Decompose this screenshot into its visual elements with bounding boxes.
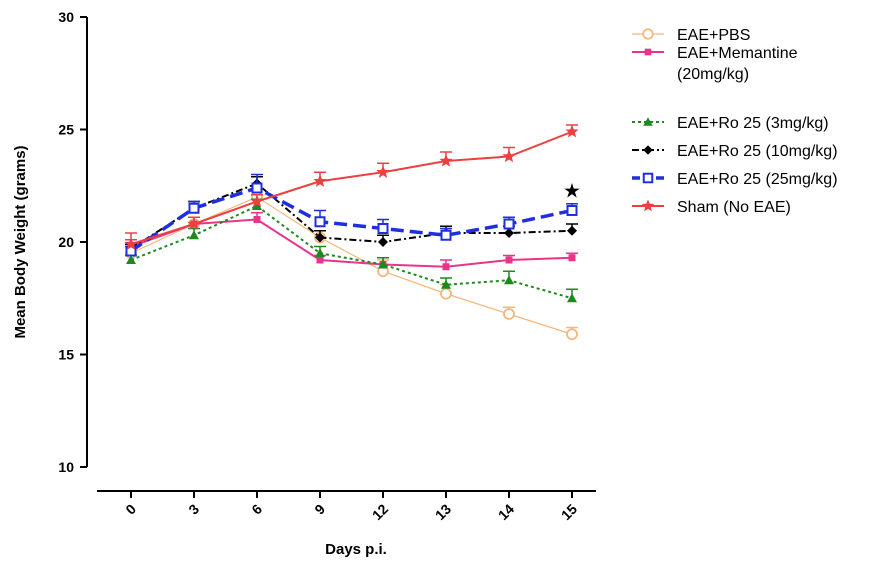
- legend-item: EAE+PBS: [632, 27, 750, 44]
- data-point-marker: [641, 199, 655, 212]
- data-point-marker: [503, 308, 515, 320]
- data-point-marker: [504, 228, 514, 238]
- data-point-marker: [440, 287, 452, 300]
- y-tick-label: 10: [58, 459, 74, 475]
- x-tick-label: 0: [122, 501, 139, 518]
- data-point-marker: [502, 149, 516, 163]
- data-point-marker: [189, 230, 199, 240]
- data-point-marker: [439, 154, 453, 167]
- data-point-marker: [568, 254, 576, 262]
- data-point-marker: [126, 255, 136, 264]
- axes: [86, 17, 596, 492]
- data-point-marker: [567, 225, 577, 236]
- x-tick-label: 14: [495, 501, 517, 523]
- legend-label: EAE+PBS: [677, 27, 750, 44]
- data-point-marker: [643, 117, 653, 126]
- x-tick-label: 12: [369, 501, 391, 523]
- y-tick-label: 20: [58, 234, 74, 250]
- series-line: [130, 186, 573, 253]
- x-tick-label: 13: [432, 501, 454, 523]
- data-point-marker: [376, 165, 390, 178]
- legend-label: EAE+Memantine: [677, 45, 798, 62]
- data-point-marker: [314, 216, 326, 228]
- data-point-marker: [503, 218, 515, 230]
- legend-item: EAE+Ro 25 (25mg/kg): [632, 171, 838, 188]
- x-tick-label: 3: [185, 501, 202, 518]
- data-point-marker: [253, 216, 261, 223]
- x-tick-label: 15: [558, 501, 580, 523]
- data-point-marker: [441, 279, 451, 289]
- series-line: [130, 204, 573, 300]
- y-tick-label: 30: [58, 9, 74, 25]
- series-3: [125, 198, 578, 303]
- data-point-marker: [643, 145, 653, 155]
- data-point-marker: [252, 201, 262, 210]
- x-ticks: 0 3 6 9 12 13 14 15: [122, 491, 580, 523]
- data-point-marker: [644, 48, 652, 56]
- data-point-marker: [250, 194, 264, 208]
- data-point-marker: [505, 256, 513, 264]
- y-axis-title: Mean Body Weight (grams): [12, 145, 29, 338]
- data-point-marker: [251, 182, 263, 194]
- legend-label: (20mg/kg): [677, 66, 749, 83]
- x-axis-title: Days p.i.: [325, 541, 387, 558]
- x-tick-label: 6: [248, 501, 265, 518]
- series-layer: [124, 124, 579, 341]
- data-point-marker: [565, 124, 579, 138]
- data-point-marker: [642, 28, 654, 40]
- series-line: [130, 218, 573, 268]
- data-point-marker: [313, 174, 327, 187]
- series-6: [124, 124, 579, 250]
- legend-label: Sham (No EAE): [677, 199, 791, 216]
- annotation-layer: ★: [563, 178, 581, 202]
- data-point-marker: [315, 248, 325, 258]
- data-point-marker: [377, 223, 389, 234]
- y-tick-label: 25: [58, 122, 74, 138]
- data-point-marker: [567, 293, 577, 303]
- legend-label: EAE+Ro 25 (25mg/kg): [677, 171, 838, 188]
- data-point-marker: [378, 259, 388, 269]
- y-tick-label: 15: [58, 347, 74, 363]
- y-ticks: 10 15 20 25 30: [58, 9, 87, 475]
- data-point-marker: [378, 237, 388, 247]
- x-tick-label: 9: [311, 501, 328, 518]
- data-point-marker: [566, 205, 578, 216]
- legend-label: EAE+Ro 25 (3mg/kg): [677, 115, 829, 132]
- data-point-marker: [315, 232, 325, 243]
- legend-item: EAE+Memantine (20mg/kg): [632, 45, 798, 83]
- data-point-marker: [188, 202, 200, 214]
- series-4: [125, 176, 578, 254]
- data-point-marker: [504, 275, 514, 285]
- legend-label: EAE+Ro 25 (10mg/kg): [677, 143, 838, 160]
- data-point-marker: [642, 172, 654, 184]
- series-5: [125, 173, 578, 257]
- legend-item: EAE+Ro 25 (10mg/kg): [632, 143, 838, 160]
- legend-item: EAE+Ro 25 (3mg/kg): [632, 115, 829, 132]
- series-line: [130, 130, 573, 246]
- data-point-marker: [187, 217, 201, 230]
- data-point-marker: [440, 229, 452, 241]
- data-point-marker: [316, 256, 324, 264]
- significance-star: ★: [563, 178, 581, 202]
- data-point-marker: [566, 328, 578, 341]
- data-point-marker: [442, 263, 450, 271]
- data-point-marker: [124, 237, 138, 250]
- legend-item: Sham (No EAE): [632, 199, 791, 216]
